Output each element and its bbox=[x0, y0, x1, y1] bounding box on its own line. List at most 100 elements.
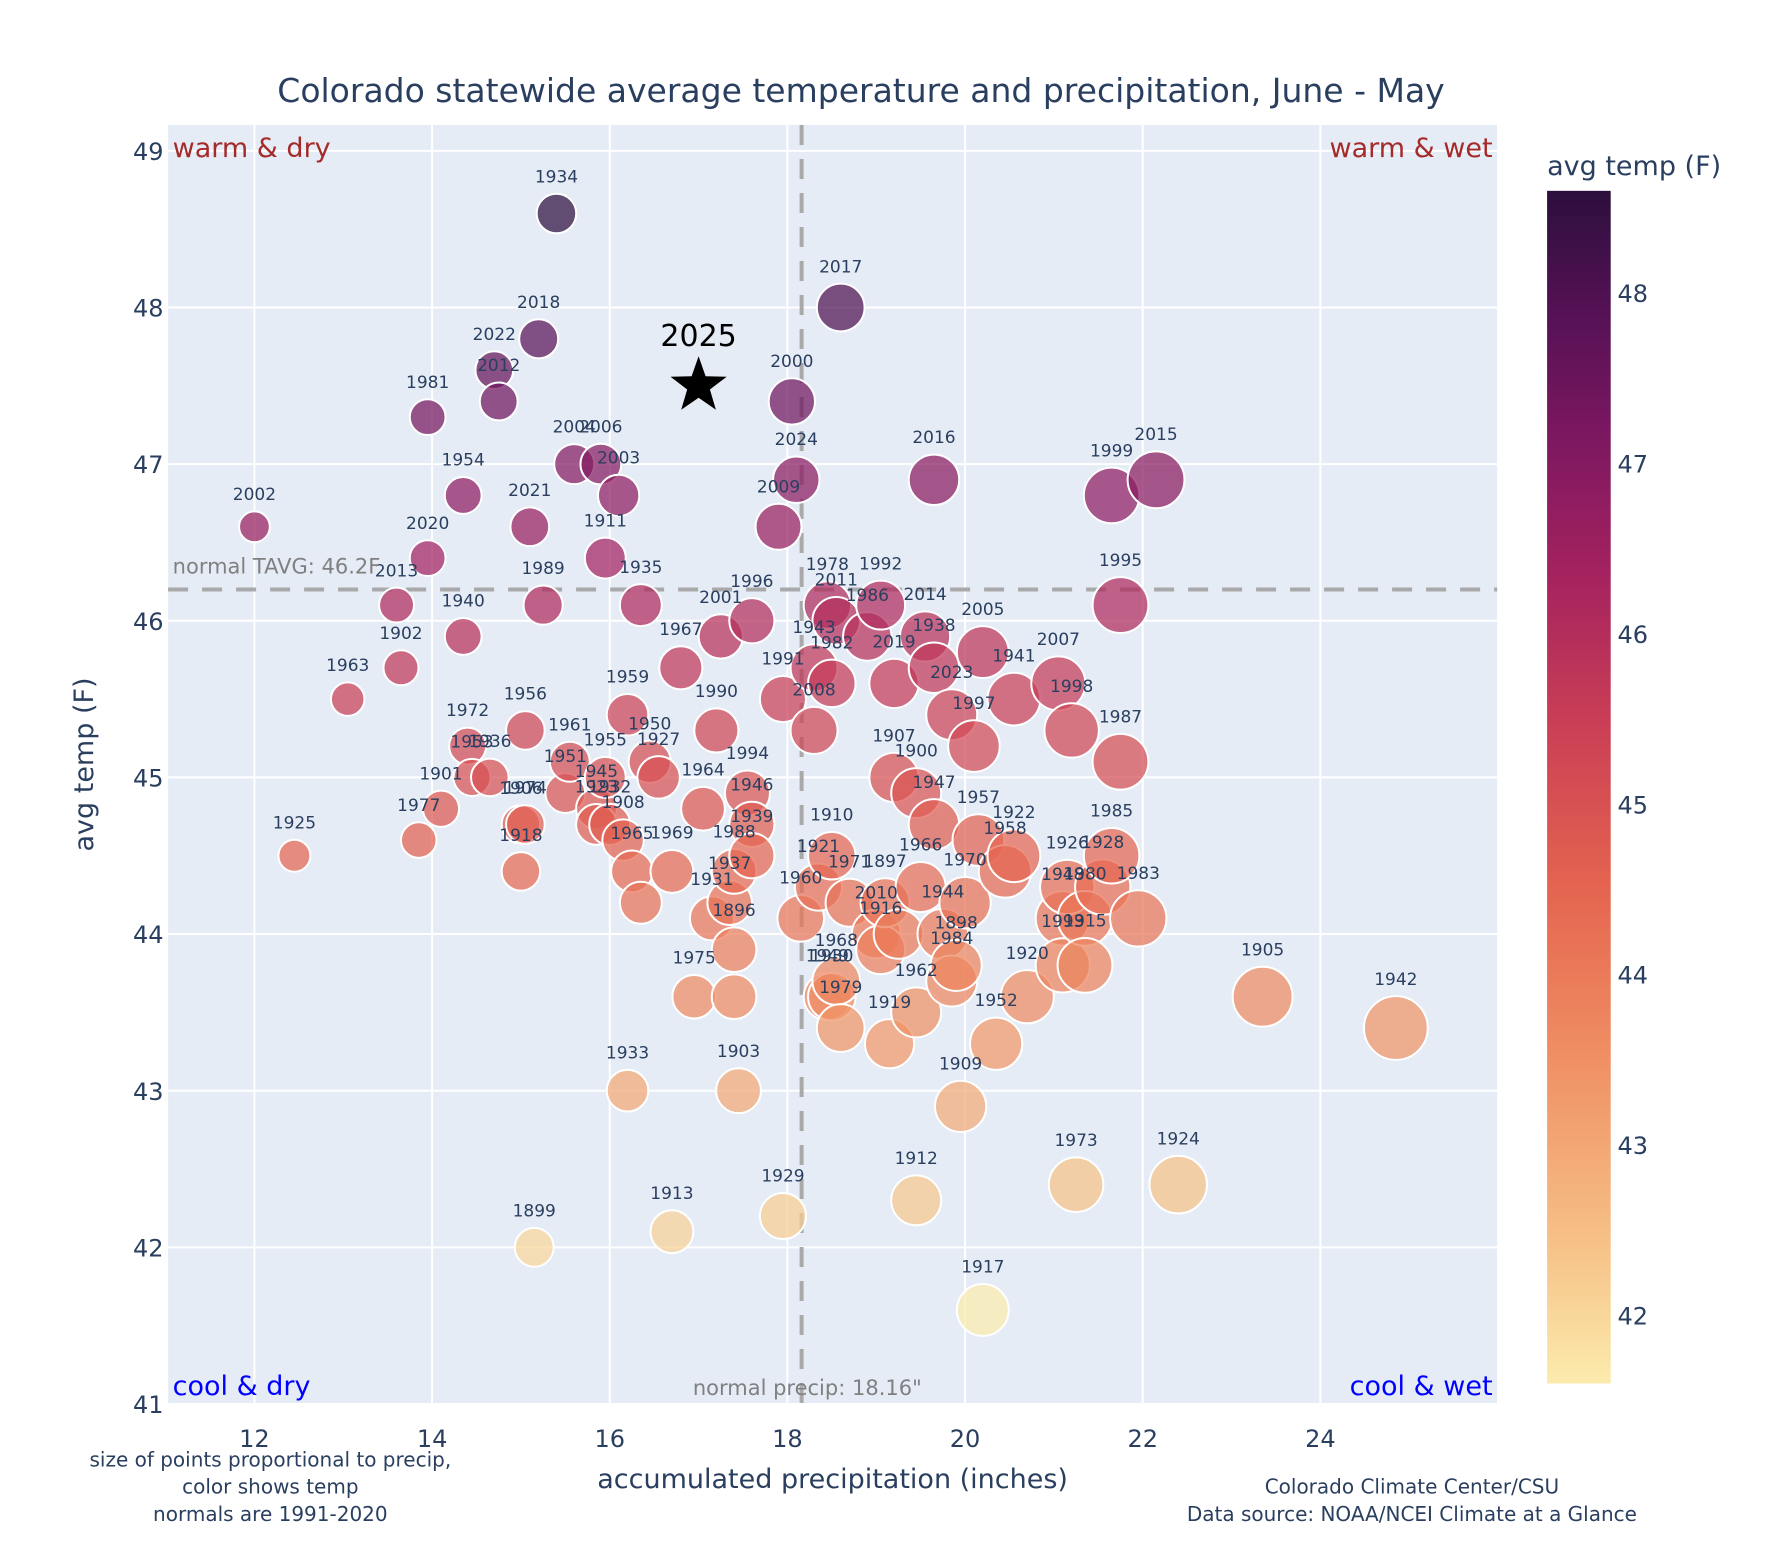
point-year-label: 1931 bbox=[690, 870, 733, 890]
data-point bbox=[636, 755, 681, 800]
data-point bbox=[583, 536, 627, 580]
point-year-label: 2016 bbox=[912, 428, 955, 448]
data-point bbox=[680, 785, 726, 832]
data-point bbox=[1091, 576, 1150, 635]
point-year-label: 2009 bbox=[757, 477, 800, 497]
point-year-label: 1906 bbox=[499, 779, 542, 799]
colorbar-tick-label: 48 bbox=[1618, 280, 1649, 308]
point-year-label: 1969 bbox=[650, 824, 693, 844]
data-point bbox=[772, 455, 821, 505]
data-point bbox=[509, 506, 551, 548]
point-year-label: 1971 bbox=[828, 852, 871, 872]
data-point bbox=[605, 1068, 650, 1113]
colorbar-tick-label: 45 bbox=[1618, 791, 1649, 819]
point-year-label: 1901 bbox=[419, 764, 462, 784]
data-point bbox=[382, 649, 420, 687]
data-point bbox=[710, 973, 758, 1021]
data-point bbox=[947, 719, 1001, 773]
data-point bbox=[890, 1174, 943, 1227]
point-year-label: 1970 bbox=[943, 851, 986, 871]
point-year-label: 1938 bbox=[912, 616, 955, 636]
point-year-label: 2010 bbox=[855, 883, 898, 903]
data-point bbox=[815, 282, 866, 333]
point-year-label: 1975 bbox=[673, 949, 716, 969]
data-point bbox=[421, 789, 461, 828]
footnote-line: Data source: NOAA/NCEI Climate at a Glan… bbox=[1187, 1502, 1637, 1526]
data-point bbox=[710, 926, 758, 974]
point-year-label: 1964 bbox=[681, 760, 724, 780]
y-tick-label: 49 bbox=[133, 138, 164, 166]
point-year-label: 1928 bbox=[1081, 833, 1124, 853]
point-year-label: 2014 bbox=[903, 585, 946, 605]
data-point bbox=[1082, 826, 1141, 885]
x-tick-label: 20 bbox=[950, 1425, 981, 1453]
y-tick-label: 41 bbox=[133, 1391, 164, 1419]
point-year-label: 1919 bbox=[868, 993, 911, 1013]
point-year-label: 1907 bbox=[872, 726, 915, 746]
point-year-label: 1979 bbox=[819, 978, 862, 998]
data-point bbox=[754, 502, 803, 551]
point-year-label: 1937 bbox=[708, 854, 751, 874]
point-year-label: 1917 bbox=[961, 1258, 1004, 1278]
point-year-label: 1987 bbox=[1099, 707, 1142, 727]
colorbar-tick-label: 43 bbox=[1618, 1132, 1649, 1160]
point-year-label: 2017 bbox=[819, 257, 862, 277]
point-year-label: 1962 bbox=[895, 961, 938, 981]
point-year-label: 1986 bbox=[846, 586, 889, 606]
point-year-label: 2015 bbox=[1134, 425, 1177, 445]
data-point bbox=[1148, 1154, 1208, 1215]
data-point bbox=[767, 377, 817, 426]
data-point bbox=[378, 586, 416, 624]
y-tick-label: 46 bbox=[133, 608, 164, 636]
point-year-label: 1955 bbox=[584, 731, 627, 751]
data-point bbox=[238, 510, 271, 544]
point-year-label: 1896 bbox=[712, 901, 755, 921]
colorbar-tick-label: 44 bbox=[1618, 962, 1649, 990]
point-year-label: 1978 bbox=[806, 555, 849, 575]
point-year-label: 1922 bbox=[992, 803, 1035, 823]
point-year-label: 2020 bbox=[406, 514, 449, 534]
point-year-label: 2002 bbox=[233, 485, 276, 505]
point-year-label: 2008 bbox=[792, 681, 835, 701]
point-year-label: 1905 bbox=[1241, 940, 1284, 960]
point-year-label: 1996 bbox=[730, 572, 773, 592]
point-year-label: 2001 bbox=[699, 588, 742, 608]
y-tick-label: 48 bbox=[133, 295, 164, 323]
point-year-label: 1994 bbox=[726, 744, 769, 764]
point-year-label: 1998 bbox=[1050, 677, 1093, 697]
point-year-label: 1985 bbox=[1090, 802, 1133, 822]
point-year-label: 1967 bbox=[659, 620, 702, 640]
data-point bbox=[969, 1016, 1024, 1071]
point-year-label: 1926 bbox=[1046, 834, 1089, 854]
data-point bbox=[443, 617, 483, 656]
point-year-label: 1946 bbox=[730, 775, 773, 795]
y-tick-label: 43 bbox=[133, 1078, 164, 1106]
point-year-label: 1934 bbox=[535, 167, 578, 187]
quadrant-label-cool-dry: cool & dry bbox=[173, 1371, 311, 1402]
data-point bbox=[999, 969, 1055, 1025]
data-point bbox=[807, 658, 857, 709]
y-tick-label: 45 bbox=[133, 764, 164, 792]
footnote-line: Colorado Climate Center/CSU bbox=[1265, 1475, 1559, 1499]
point-year-label: 1972 bbox=[446, 701, 489, 721]
point-year-label: 2023 bbox=[930, 663, 973, 683]
point-year-label: 1959 bbox=[606, 668, 649, 688]
data-point bbox=[955, 625, 1010, 680]
point-year-label: 1898 bbox=[935, 913, 978, 933]
data-point bbox=[596, 473, 641, 518]
point-year-label: 1983 bbox=[1117, 864, 1160, 884]
point-year-label: 1953 bbox=[450, 733, 493, 753]
point-year-label: 1963 bbox=[326, 656, 369, 676]
point-year-label: 1997 bbox=[952, 694, 995, 714]
point-year-label: 1977 bbox=[397, 796, 440, 816]
point-year-label: 1974 bbox=[504, 779, 547, 799]
y-tick-label: 44 bbox=[133, 921, 164, 949]
point-year-label: 1897 bbox=[863, 852, 906, 872]
point-year-label: 2012 bbox=[477, 356, 520, 376]
point-year-label: 1942 bbox=[1374, 970, 1417, 990]
point-year-label: 1933 bbox=[606, 1044, 649, 1064]
x-tick-label: 18 bbox=[772, 1425, 803, 1453]
point-year-label: 1943 bbox=[792, 618, 835, 638]
point-year-label: 2004 bbox=[553, 418, 596, 438]
